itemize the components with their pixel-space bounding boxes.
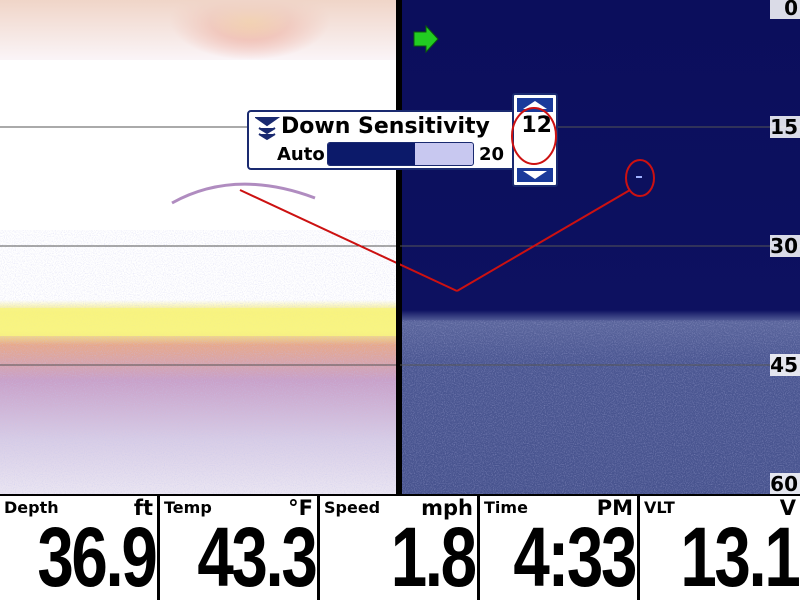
depth-label: 60 — [770, 472, 798, 494]
readout-unit: V — [779, 496, 796, 520]
depth-label-bg — [770, 473, 800, 494]
readout-label: Speed — [324, 498, 381, 517]
depth-label: 45 — [770, 353, 798, 377]
readout-unit: °F — [288, 496, 313, 520]
readout-unit: PM — [596, 496, 633, 520]
left-noise — [0, 230, 398, 494]
stepper[interactable]: 12 — [511, 93, 558, 187]
slider-fill — [328, 143, 415, 165]
right-noise — [402, 320, 800, 494]
depth-label-bg — [770, 354, 800, 376]
popup-title: Down Sensitivity — [281, 114, 490, 139]
readout-value: 36.9 — [36, 510, 158, 600]
readout-value: 4:33 — [513, 510, 637, 600]
depth-label: 30 — [770, 234, 798, 258]
depth-label-bg — [770, 235, 800, 257]
fish-arch — [171, 182, 316, 205]
depth-label: 15 — [770, 115, 798, 139]
readout-label: Temp — [164, 498, 212, 517]
popup-max: 20 — [479, 144, 505, 165]
bottom-return — [0, 308, 398, 336]
depth-label-bg — [770, 116, 800, 138]
popup-mode: Auto — [277, 144, 325, 165]
annotation-circle — [625, 159, 655, 197]
readout-label: VLT — [644, 498, 675, 517]
readout-cell: Speed mph 1.8 — [320, 496, 477, 600]
readout-label: Depth — [4, 498, 59, 517]
annotation-line — [456, 189, 631, 292]
annotation-circle — [511, 107, 557, 165]
readout-cell: Temp °F 43.3 — [160, 496, 317, 600]
readout-cell: Time PM 4:33 — [480, 496, 637, 600]
depth-label: 0 — [784, 0, 798, 20]
sensitivity-popup[interactable]: Down Sensitivity Auto 20 — [247, 110, 556, 170]
depth-label-bg — [770, 0, 800, 19]
stepper-arrows — [517, 98, 553, 182]
sensitivity-icon — [255, 117, 281, 141]
readout-bar: Depth ft 36.9 Temp °F 43.3 Speed mph 1.8 Time PM 4:… — [0, 496, 800, 600]
readout-value: 1.8 — [390, 510, 477, 600]
readout-unit: ft — [133, 496, 153, 520]
readout-cell: Depth ft 36.9 — [0, 496, 157, 600]
annotation-line — [239, 189, 458, 292]
fish-return — [636, 176, 642, 178]
readout-value: 13.1 — [679, 510, 800, 600]
overlay: 0 15 30 45 60 — [0, 0, 800, 494]
slider-track[interactable] — [327, 142, 474, 166]
readout-cell: VLT V 13.1 — [640, 496, 800, 600]
readout-value: 43.3 — [196, 510, 318, 600]
green-arrow — [413, 24, 439, 54]
popup-value: 12 — [521, 113, 552, 138]
surface-clutter — [0, 0, 398, 60]
readout-unit: mph — [421, 496, 473, 520]
readout-label: Time — [484, 498, 528, 517]
